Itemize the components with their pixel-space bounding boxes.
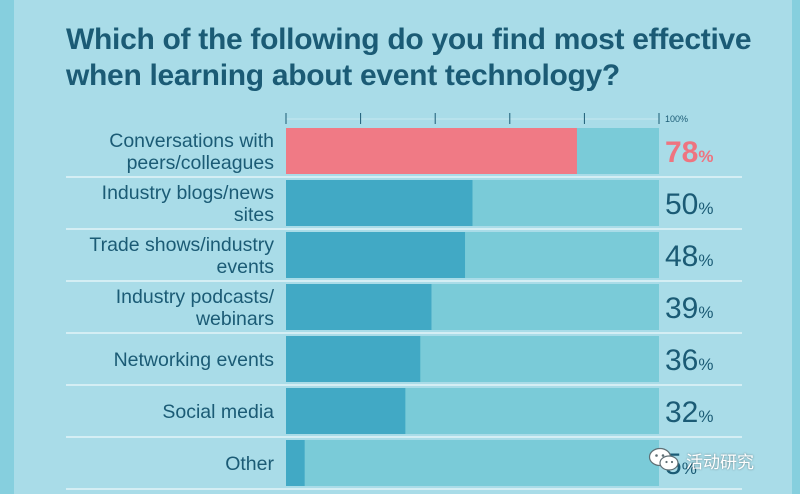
category-label-line: Other — [225, 453, 274, 475]
data-label-percent: % — [698, 199, 713, 218]
bar-track — [286, 440, 659, 486]
category-label: Social media — [162, 401, 274, 423]
category-label-line: Industry blogs/news — [102, 182, 275, 204]
category-label: Other — [225, 453, 274, 475]
title-line-1: Which of the following do you find most … — [66, 23, 752, 56]
data-label-value: 32 — [665, 396, 698, 429]
data-label: 32% — [665, 396, 714, 429]
category-label-line: Trade shows/industry — [89, 234, 274, 256]
data-label-percent: % — [698, 303, 713, 322]
data-label: 39% — [665, 292, 714, 325]
axis-max-label: 100% — [665, 114, 688, 124]
data-label: 78% — [665, 136, 714, 169]
data-label-percent: % — [682, 459, 697, 478]
data-label: 48% — [665, 240, 714, 273]
data-label-value: 36 — [665, 344, 698, 377]
bar — [286, 336, 421, 382]
data-label-percent: % — [698, 407, 713, 426]
bar — [286, 180, 473, 226]
wechat-icon — [648, 447, 679, 471]
data-label-value: 48 — [665, 240, 698, 273]
watermark: 活动研究 — [648, 445, 754, 475]
category-label: Industry podcasts/webinars — [116, 286, 275, 330]
watermark-text: 活动研究 — [686, 452, 754, 473]
category-label-line: Social media — [162, 401, 274, 423]
title-line-2: when learning about event technology? — [66, 59, 620, 92]
category-label: Trade shows/industry events — [89, 234, 274, 278]
category-label: Industry blogs/news sites — [102, 182, 275, 226]
data-label: 36% — [665, 344, 714, 377]
bar — [286, 232, 466, 278]
bar — [286, 440, 305, 486]
data-label: 50% — [665, 188, 714, 221]
category-label-line: Networking events — [114, 349, 275, 371]
category-label-line: Industry podcasts/ — [116, 286, 275, 308]
data-label-percent: % — [698, 147, 713, 166]
chart-title: Which of the following do you find most … — [66, 22, 766, 94]
bar — [286, 128, 577, 174]
category-label-line: events — [217, 256, 275, 278]
category-label-line: Conversations with — [109, 130, 274, 152]
category-label: Networking events — [114, 349, 275, 371]
data-label-value: 78 — [665, 136, 698, 169]
bar — [286, 284, 432, 330]
data-label-value: 50 — [665, 188, 698, 221]
bar — [286, 388, 406, 434]
category-label-line: webinars — [195, 308, 274, 330]
data-label-percent: % — [698, 355, 713, 374]
right-edge-strip — [792, 0, 800, 494]
data-label-percent: % — [698, 251, 713, 270]
data-label-value: 39 — [665, 292, 698, 325]
category-label-line: sites — [234, 204, 274, 226]
category-label: Conversations with peers/colleagues — [109, 130, 274, 174]
category-label-line: peers/colleagues — [127, 152, 275, 174]
left-edge-strip — [0, 0, 14, 494]
